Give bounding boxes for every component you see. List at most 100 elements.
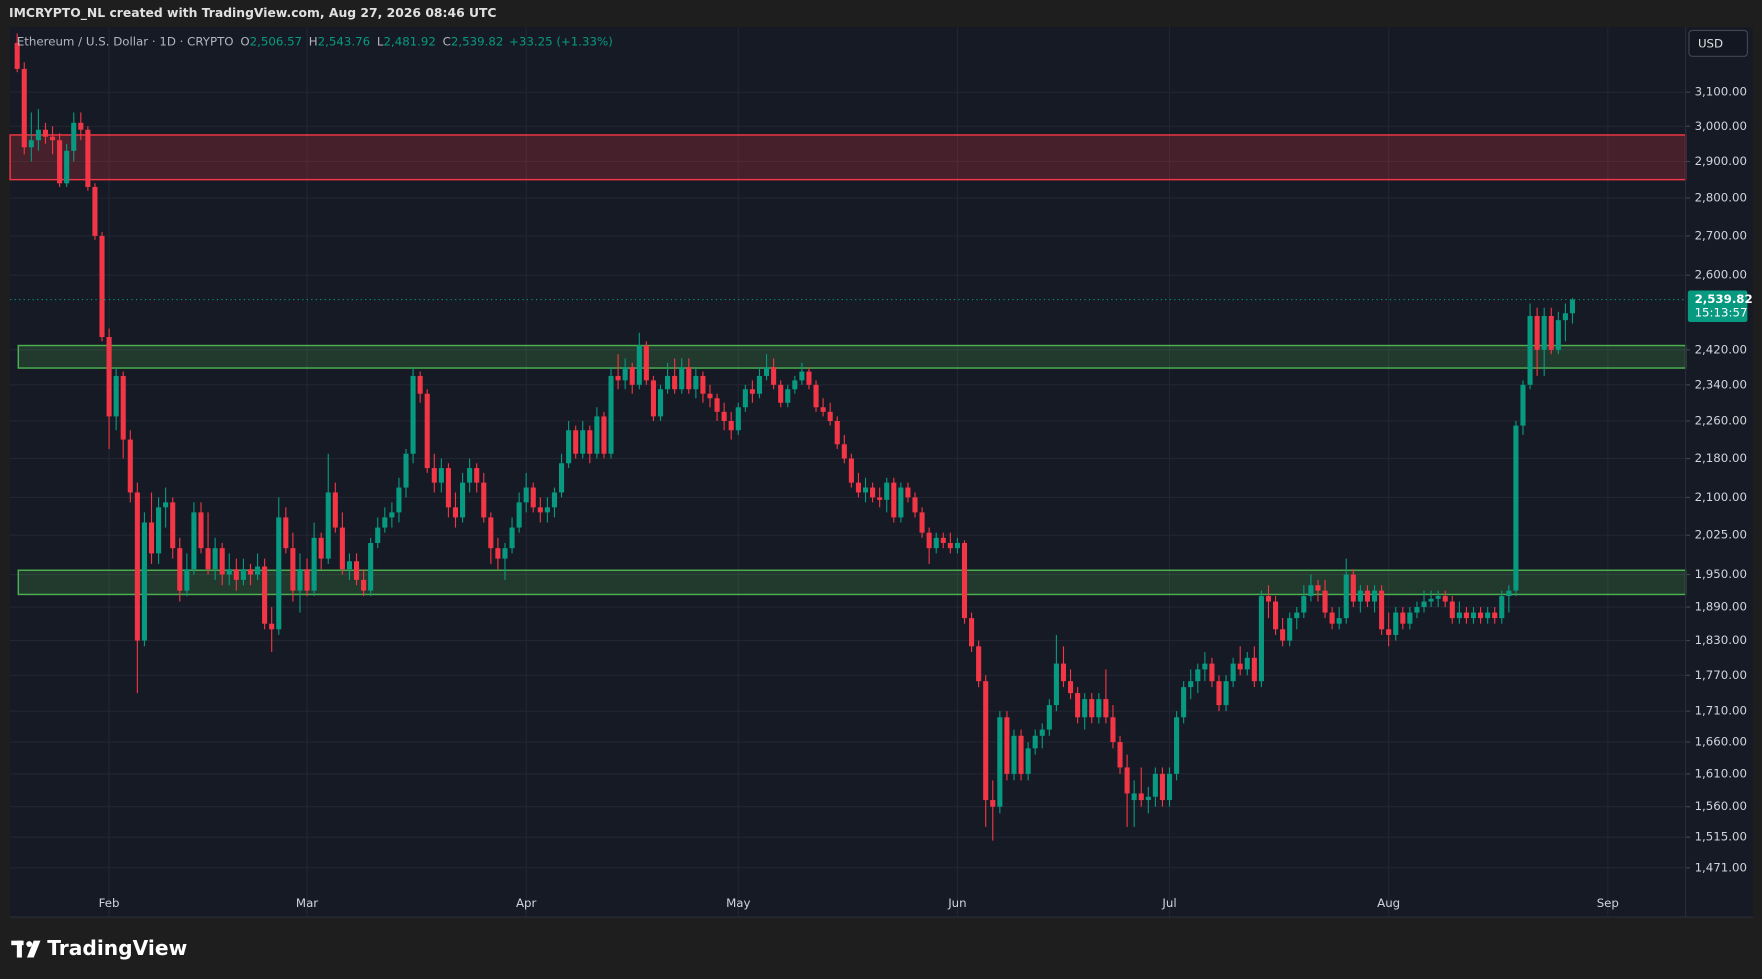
candle-body <box>1096 699 1102 718</box>
y-tick-label: 1,830.00 <box>1695 633 1747 647</box>
candle-body <box>233 569 239 580</box>
candle-body <box>919 512 925 533</box>
candle-body <box>1082 699 1088 718</box>
candle-body <box>891 482 897 518</box>
candle-body <box>1421 601 1427 608</box>
candle-body <box>1400 612 1406 624</box>
symbol-legend: Ethereum / U.S. Dollar · 1D · CRYPTO O2,5… <box>17 34 613 48</box>
candle-body <box>523 487 529 503</box>
y-tick-label: 1,950.00 <box>1695 567 1747 581</box>
candle-body <box>1357 590 1363 602</box>
candle-body <box>1258 596 1264 682</box>
candle-body <box>756 375 763 394</box>
candle-body <box>537 507 543 513</box>
x-tick-label: May <box>726 896 750 910</box>
candle-body <box>240 569 246 580</box>
candle-body <box>339 527 345 570</box>
candle-body <box>1386 629 1392 635</box>
candle-body <box>1393 612 1399 635</box>
plot-background <box>10 27 1754 918</box>
legend-value: 2,539.82 <box>451 34 503 48</box>
candle-body <box>1103 699 1109 718</box>
candle-body <box>665 375 671 390</box>
candle-body <box>1244 657 1250 670</box>
candle-body <box>976 646 982 682</box>
currency-button[interactable] <box>1688 29 1748 57</box>
candle-body <box>735 407 741 431</box>
y-tick-label: 1,770.00 <box>1695 668 1747 682</box>
candle-body <box>629 367 635 385</box>
candle-body <box>1004 717 1010 774</box>
candle-body <box>764 367 770 376</box>
last-price-box <box>1687 290 1748 323</box>
candle-body <box>855 482 861 493</box>
candle-body <box>382 517 388 528</box>
candle-body <box>1308 585 1314 597</box>
candle-body <box>799 371 805 381</box>
y-tick-label: 2,420.00 <box>1695 342 1747 356</box>
candle-body <box>714 398 720 412</box>
candle-body <box>969 618 975 647</box>
candle-body <box>1492 612 1498 619</box>
candle-body <box>615 375 621 381</box>
legend-key: L <box>377 34 384 48</box>
candle-body <box>219 548 225 575</box>
x-tick-label: Jul <box>1161 896 1176 910</box>
candle-body <box>1230 663 1236 682</box>
currency-label[interactable]: USD <box>1698 36 1723 50</box>
candle-body <box>1152 773 1158 797</box>
candle-body <box>983 681 989 801</box>
candle-body <box>594 416 600 454</box>
candle-body <box>148 522 155 554</box>
candle-body <box>672 375 678 390</box>
candle-body <box>92 186 98 236</box>
candle-body <box>707 393 713 399</box>
candle-body <box>127 439 133 493</box>
candle-body <box>997 717 1003 807</box>
candle-body <box>580 430 586 454</box>
candle-body <box>474 468 480 483</box>
candle-body <box>601 416 607 454</box>
candle-body <box>1011 735 1017 774</box>
logo-shape <box>16 940 22 958</box>
candle-body <box>834 420 840 445</box>
candle-body <box>495 548 501 559</box>
candle-body <box>544 507 550 513</box>
candle-body <box>304 569 310 591</box>
last-price-label: 2,539.82 <box>1695 292 1753 306</box>
candle-body <box>57 140 63 184</box>
countdown-label: 15:13:57 <box>1695 306 1748 320</box>
candle-body <box>1520 384 1526 426</box>
candle-body <box>1364 590 1371 602</box>
candle-body <box>990 800 996 807</box>
candle-body <box>679 367 685 390</box>
candle-body <box>488 517 494 549</box>
y-tick-label: 2,700.00 <box>1695 228 1747 242</box>
candle-body <box>813 384 819 408</box>
candle-body <box>1053 663 1059 706</box>
candle-body <box>728 420 734 431</box>
candle-body <box>1485 612 1491 619</box>
brand: TradingView <box>47 936 187 960</box>
legend-change: +33.25 (+1.33%) <box>509 34 613 48</box>
candle-body <box>276 517 282 630</box>
candle-body <box>35 129 41 141</box>
candle-body <box>1287 618 1293 641</box>
candle-body <box>1322 590 1328 613</box>
candle-body <box>318 537 324 559</box>
candle-body <box>1117 742 1123 768</box>
candle-body <box>1428 598 1434 602</box>
candles <box>10 33 1686 841</box>
candle-body <box>587 430 593 454</box>
candle-body <box>460 482 466 518</box>
candle-body <box>622 367 628 381</box>
candle-body <box>163 502 169 508</box>
candle-body <box>375 527 381 543</box>
candle-body <box>700 375 706 394</box>
candle-body <box>184 569 190 591</box>
candle-body <box>445 468 451 508</box>
candle-body <box>1280 629 1286 641</box>
candle-body <box>42 129 49 137</box>
candle-body <box>71 122 77 151</box>
candle-body <box>170 502 176 549</box>
